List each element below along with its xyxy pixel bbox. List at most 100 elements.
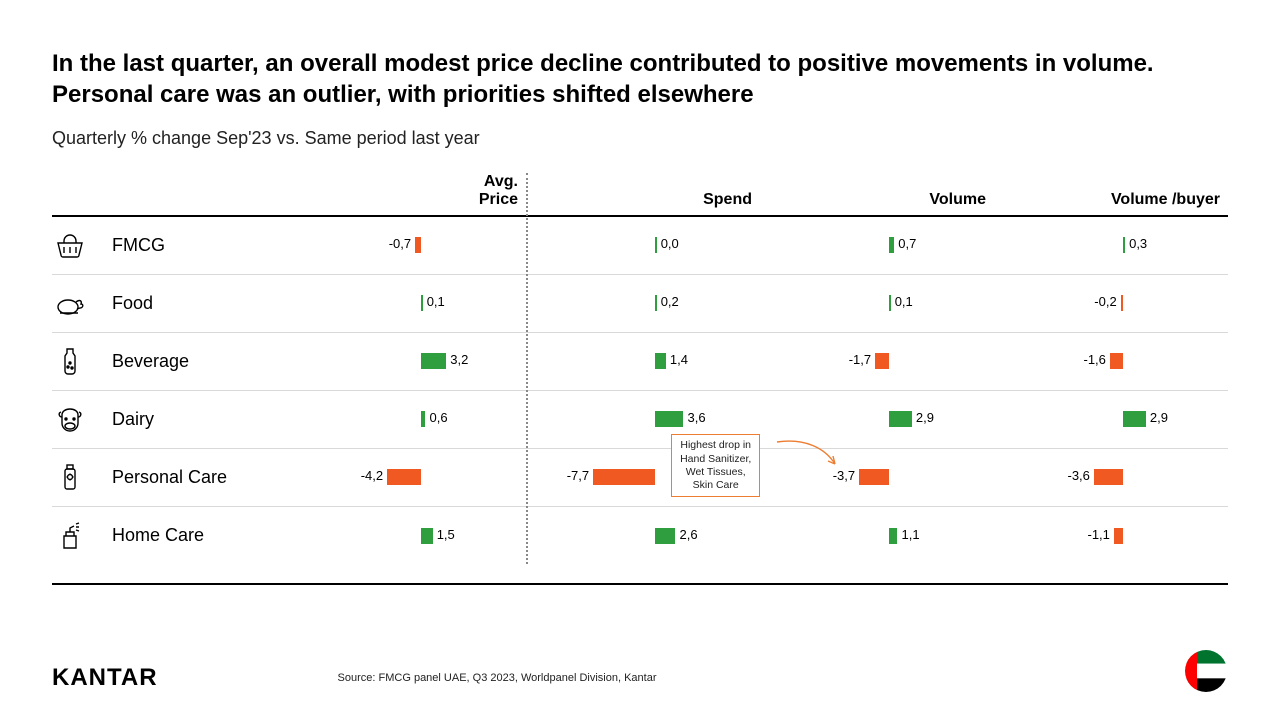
table-header-row: Avg. PriceSpendVolumeVolume /buyer — [52, 173, 1228, 216]
value-label: 1,4 — [670, 352, 688, 367]
table-bottom-rule — [52, 583, 1228, 585]
category-label: Personal Care — [112, 467, 292, 488]
value-label: -7,7 — [567, 468, 589, 483]
cell-beverage-spend: 1,4 — [526, 333, 760, 390]
cell-fmcg-avg_price: -0,7 — [292, 217, 526, 274]
bar — [421, 411, 426, 427]
value-label: 1,1 — [902, 527, 920, 542]
bar — [889, 295, 891, 311]
value-label: -1,1 — [1088, 527, 1110, 542]
column-header-spend: Spend — [526, 191, 760, 209]
bar — [421, 528, 433, 544]
bottle-icon — [52, 343, 112, 379]
value-label: 0,1 — [895, 294, 913, 309]
category-label: FMCG — [112, 235, 292, 256]
cell-pcare-volume_buyer: -3,6 — [994, 449, 1228, 506]
value-label: -0,2 — [1094, 294, 1116, 309]
chart-table: Avg. PriceSpendVolumeVolume /buyer FMCG -… — [52, 173, 1228, 584]
value-label: -0,7 — [389, 236, 411, 251]
table-row: Dairy 0,6 3,6 2,9 2,9 — [52, 391, 1228, 449]
brand-logo: KANTAR — [52, 664, 158, 692]
bar — [655, 411, 684, 427]
category-label: Food — [112, 293, 292, 314]
cell-fmcg-spend: 0,0 — [526, 217, 760, 274]
value-label: 2,6 — [680, 527, 698, 542]
table-row: Home Care 1,5 2,6 1,1 -1,1 — [52, 507, 1228, 565]
bar — [421, 295, 423, 311]
value-label: 0,0 — [661, 236, 679, 251]
column-header-volume_buyer: Volume /buyer — [994, 191, 1228, 209]
page-title: In the last quarter, an overall modest p… — [52, 48, 1228, 110]
cell-dairy-avg_price: 0,6 — [292, 391, 526, 448]
cell-food-volume: 0,1 — [760, 275, 994, 332]
bar — [1123, 237, 1125, 253]
column-divider — [526, 173, 528, 564]
callout-arrow-icon — [775, 436, 845, 476]
value-label: 2,9 — [916, 410, 934, 425]
value-label: 3,6 — [688, 410, 706, 425]
cell-beverage-volume_buyer: -1,6 — [994, 333, 1228, 390]
bar — [421, 353, 447, 369]
cell-fmcg-volume_buyer: 0,3 — [994, 217, 1228, 274]
category-label: Beverage — [112, 351, 292, 372]
value-label: 0,3 — [1129, 236, 1147, 251]
table-body: FMCG -0,7 0,0 0,7 0,3 Food 0,1 0,2 0,1 -0,2 Bevera… — [52, 217, 1228, 565]
callout-box: Highest drop inHand Sanitizer,Wet Tissue… — [671, 434, 760, 497]
bar — [593, 469, 655, 485]
uae-flag-icon — [1184, 649, 1228, 698]
bar — [655, 295, 657, 311]
table-row: Food 0,1 0,2 0,1 -0,2 — [52, 275, 1228, 333]
value-label: 2,9 — [1150, 410, 1168, 425]
cell-beverage-avg_price: 3,2 — [292, 333, 526, 390]
spray-icon — [52, 518, 112, 554]
footer: KANTAR Source: FMCG panel UAE, Q3 2023, … — [52, 664, 1228, 692]
table-row: FMCG -0,7 0,0 0,7 0,3 — [52, 217, 1228, 275]
cell-beverage-volume: -1,7 — [760, 333, 994, 390]
value-label: 3,2 — [450, 352, 468, 367]
value-label: -4,2 — [361, 468, 383, 483]
bar — [655, 237, 657, 253]
bar — [415, 237, 421, 253]
bar — [889, 237, 895, 253]
category-label: Home Care — [112, 525, 292, 546]
value-label: 0,6 — [430, 410, 448, 425]
column-header-volume: Volume — [760, 191, 994, 209]
bar — [387, 469, 421, 485]
cell-dairy-volume_buyer: 2,9 — [994, 391, 1228, 448]
bar — [1123, 411, 1146, 427]
cell-fmcg-volume: 0,7 — [760, 217, 994, 274]
tube-icon — [52, 459, 112, 495]
page-subtitle: Quarterly % change Sep'23 vs. Same perio… — [52, 128, 1228, 149]
basket-icon — [52, 227, 112, 263]
category-label: Dairy — [112, 409, 292, 430]
cell-food-avg_price: 0,1 — [292, 275, 526, 332]
bar — [1114, 528, 1123, 544]
bar — [889, 411, 912, 427]
value-label: 1,5 — [437, 527, 455, 542]
cell-hcare-avg_price: 1,5 — [292, 507, 526, 565]
cell-hcare-spend: 2,6 — [526, 507, 760, 565]
cell-pcare-avg_price: -4,2 — [292, 449, 526, 506]
column-header-avg_price: Avg. Price — [292, 173, 526, 208]
bar — [655, 528, 676, 544]
bar — [1121, 295, 1123, 311]
poultry-icon — [52, 285, 112, 321]
cell-hcare-volume_buyer: -1,1 — [994, 507, 1228, 565]
cell-hcare-volume: 1,1 — [760, 507, 994, 565]
bar — [889, 528, 898, 544]
cow-icon — [52, 401, 112, 437]
table-row: Personal Care-4,2-7,7-3,7-3,6 — [52, 449, 1228, 507]
cell-food-volume_buyer: -0,2 — [994, 275, 1228, 332]
cell-food-spend: 0,2 — [526, 275, 760, 332]
value-label: -1,6 — [1084, 352, 1106, 367]
bar — [655, 353, 666, 369]
value-label: 0,7 — [898, 236, 916, 251]
value-label: -1,7 — [849, 352, 871, 367]
table-row: Beverage 3,2 1,4 -1,7 -1,6 — [52, 333, 1228, 391]
bar — [1110, 353, 1123, 369]
bar — [859, 469, 889, 485]
value-label: -3,6 — [1068, 468, 1090, 483]
source-text: Source: FMCG panel UAE, Q3 2023, Worldpa… — [338, 672, 657, 684]
value-label: 0,1 — [427, 294, 445, 309]
value-label: 0,2 — [661, 294, 679, 309]
